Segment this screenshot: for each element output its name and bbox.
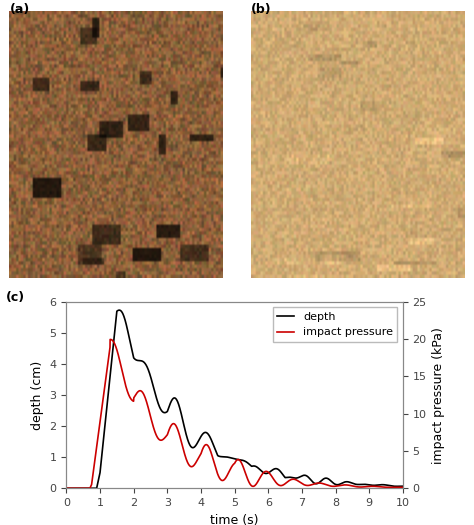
depth bbox=[400, 483, 406, 489]
X-axis label: time (s): time (s) bbox=[210, 513, 259, 525]
depth bbox=[117, 307, 122, 313]
Y-axis label: depth (cm): depth (cm) bbox=[31, 361, 44, 429]
impact pressure bbox=[64, 485, 69, 491]
Line: impact pressure: impact pressure bbox=[66, 340, 403, 488]
depth bbox=[64, 485, 69, 491]
impact pressure bbox=[207, 447, 213, 453]
Text: (a): (a) bbox=[9, 3, 30, 16]
Text: (c): (c) bbox=[6, 291, 25, 303]
impact pressure bbox=[122, 379, 128, 385]
impact pressure bbox=[192, 460, 198, 466]
impact pressure bbox=[393, 484, 399, 490]
depth bbox=[122, 316, 128, 322]
Text: (b): (b) bbox=[251, 3, 272, 16]
impact pressure bbox=[357, 484, 363, 490]
depth bbox=[357, 481, 363, 488]
Line: depth: depth bbox=[66, 310, 403, 488]
depth bbox=[192, 443, 198, 449]
impact pressure bbox=[400, 484, 406, 490]
depth bbox=[102, 424, 108, 430]
Y-axis label: impact pressure (kPa): impact pressure (kPa) bbox=[432, 327, 445, 464]
depth bbox=[207, 434, 213, 440]
impact pressure bbox=[102, 383, 108, 390]
depth bbox=[393, 483, 399, 489]
Legend: depth, impact pressure: depth, impact pressure bbox=[273, 308, 397, 342]
impact pressure bbox=[108, 337, 113, 343]
